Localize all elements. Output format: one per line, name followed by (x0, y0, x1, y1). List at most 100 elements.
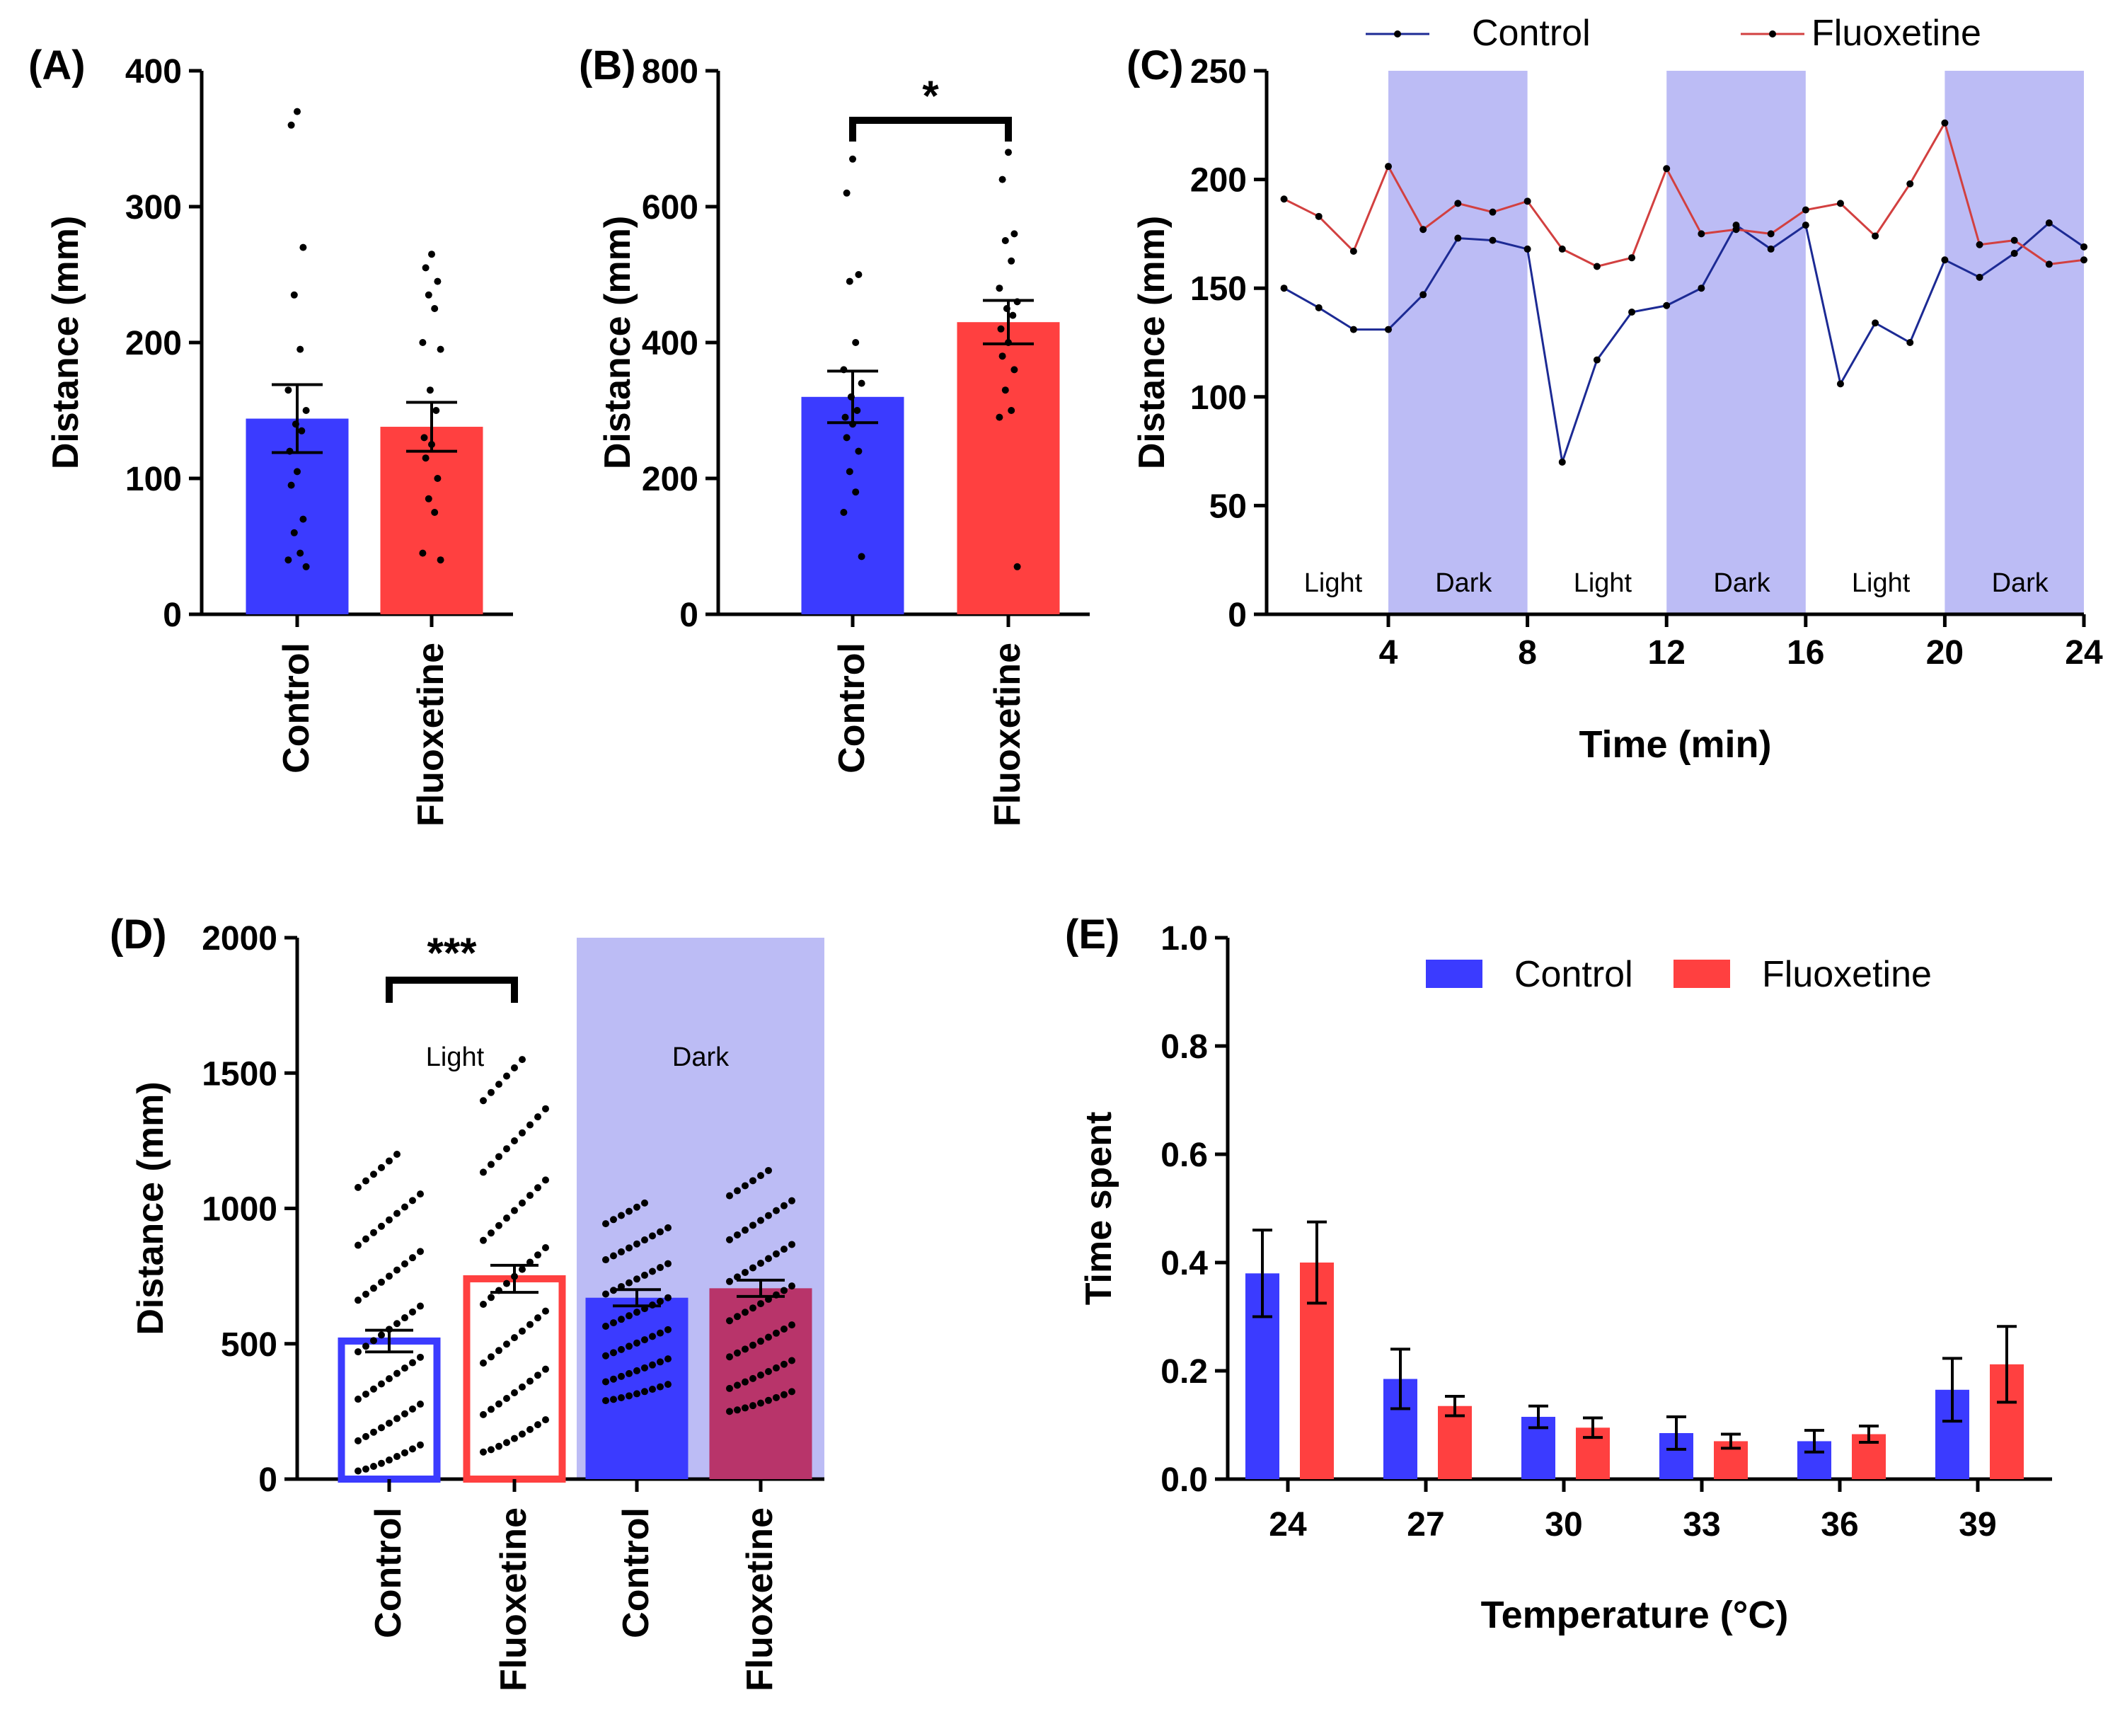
y-tick-label: 400 (125, 53, 182, 91)
series-point (1593, 263, 1601, 270)
phase-label-dark: Dark (1713, 568, 1770, 598)
y-tick-label: 600 (642, 189, 698, 226)
data-point (495, 1221, 502, 1229)
y-tick-label: 150 (1190, 270, 1247, 308)
data-point (858, 553, 865, 561)
y-tick-label: 1000 (202, 1191, 277, 1229)
series-point (1523, 197, 1531, 205)
data-point (773, 1393, 780, 1401)
data-point (742, 1404, 749, 1412)
x-tick-label: Fluoxetine (493, 1507, 534, 1691)
data-point (749, 1177, 756, 1185)
data-point (503, 1145, 510, 1153)
data-point (355, 1297, 362, 1304)
data-point (641, 1388, 648, 1396)
data-point (542, 1365, 549, 1373)
data-point (378, 1380, 385, 1388)
data-point (362, 1465, 369, 1473)
data-point (386, 1157, 393, 1165)
data-point (503, 1214, 510, 1222)
data-point (401, 1260, 408, 1267)
data-point (726, 1192, 733, 1200)
data-point (742, 1345, 749, 1353)
data-point (633, 1309, 640, 1316)
data-point (633, 1240, 640, 1248)
data-point (841, 413, 849, 421)
data-point (488, 1353, 495, 1361)
series-point (1349, 247, 1357, 255)
data-point (726, 1317, 733, 1325)
x-tick-label: 12 (1648, 634, 1686, 672)
data-point (409, 1197, 416, 1205)
data-point (480, 1168, 487, 1176)
x-tick-label: 30 (1545, 1506, 1582, 1544)
data-point (426, 386, 434, 394)
data-point (542, 1176, 549, 1184)
data-point (641, 1364, 648, 1372)
data-point (534, 1421, 541, 1429)
series-point (1872, 319, 1879, 327)
data-point (296, 345, 304, 353)
data-point (299, 515, 307, 523)
data-point (742, 1268, 749, 1276)
data-point (495, 1400, 502, 1408)
panel-label: (D) (110, 912, 167, 958)
x-tick-label: Control (276, 643, 317, 774)
data-point (378, 1222, 385, 1230)
data-point (401, 1449, 408, 1456)
x-tick-label: Fluoxetine (987, 643, 1028, 827)
series-point (1385, 163, 1393, 171)
data-point (749, 1221, 756, 1229)
data-point (511, 1064, 518, 1071)
data-point (519, 1056, 526, 1064)
data-point (843, 434, 851, 442)
data-point (393, 1266, 401, 1274)
legend: Control Fluoxetine (1366, 13, 1981, 54)
phase-label-light: Light (1304, 568, 1363, 598)
data-point (355, 1241, 362, 1249)
data-point (488, 1406, 495, 1413)
data-point (765, 1255, 772, 1263)
data-point (534, 1184, 541, 1192)
data-point (542, 1416, 549, 1424)
data-point (602, 1290, 609, 1298)
panel-label: (A) (28, 42, 86, 88)
data-point (649, 1361, 656, 1369)
data-point (1013, 298, 1021, 306)
panel-B: (B) 0 200 400 600 800 Distance (mm) Control Fluo… (579, 42, 1090, 827)
series-point (1558, 458, 1566, 466)
data-point (626, 1369, 633, 1377)
data-point (534, 1372, 541, 1379)
data-point (488, 1446, 495, 1454)
data-point (298, 427, 306, 435)
data-point (996, 284, 1003, 292)
data-point (664, 1224, 672, 1231)
data-point (726, 1277, 733, 1285)
data-point (618, 1394, 625, 1402)
significance-bracket (849, 117, 1012, 142)
legend: Control Fluoxetine (1426, 954, 1932, 995)
phase-label-dark: Dark (1435, 568, 1492, 598)
dark-phase-band (1666, 71, 1806, 614)
data-point (780, 1360, 788, 1368)
panel-label: (B) (579, 42, 636, 88)
series-point (1976, 241, 1983, 248)
data-point (417, 1190, 424, 1198)
data-point (742, 1182, 749, 1190)
data-point (858, 379, 865, 387)
data-point (431, 305, 439, 312)
data-point (726, 1353, 733, 1361)
series-point (1419, 291, 1427, 299)
data-point (534, 1113, 541, 1121)
data-point (610, 1349, 617, 1357)
data-point (602, 1397, 609, 1405)
series-point (2010, 236, 2018, 244)
series-point (1489, 236, 1497, 244)
series-point (1523, 245, 1531, 253)
data-point (542, 1244, 549, 1252)
data-point (765, 1367, 772, 1375)
data-point (610, 1252, 617, 1260)
data-point (503, 1072, 510, 1080)
data-point (488, 1229, 495, 1237)
data-point (370, 1229, 377, 1236)
